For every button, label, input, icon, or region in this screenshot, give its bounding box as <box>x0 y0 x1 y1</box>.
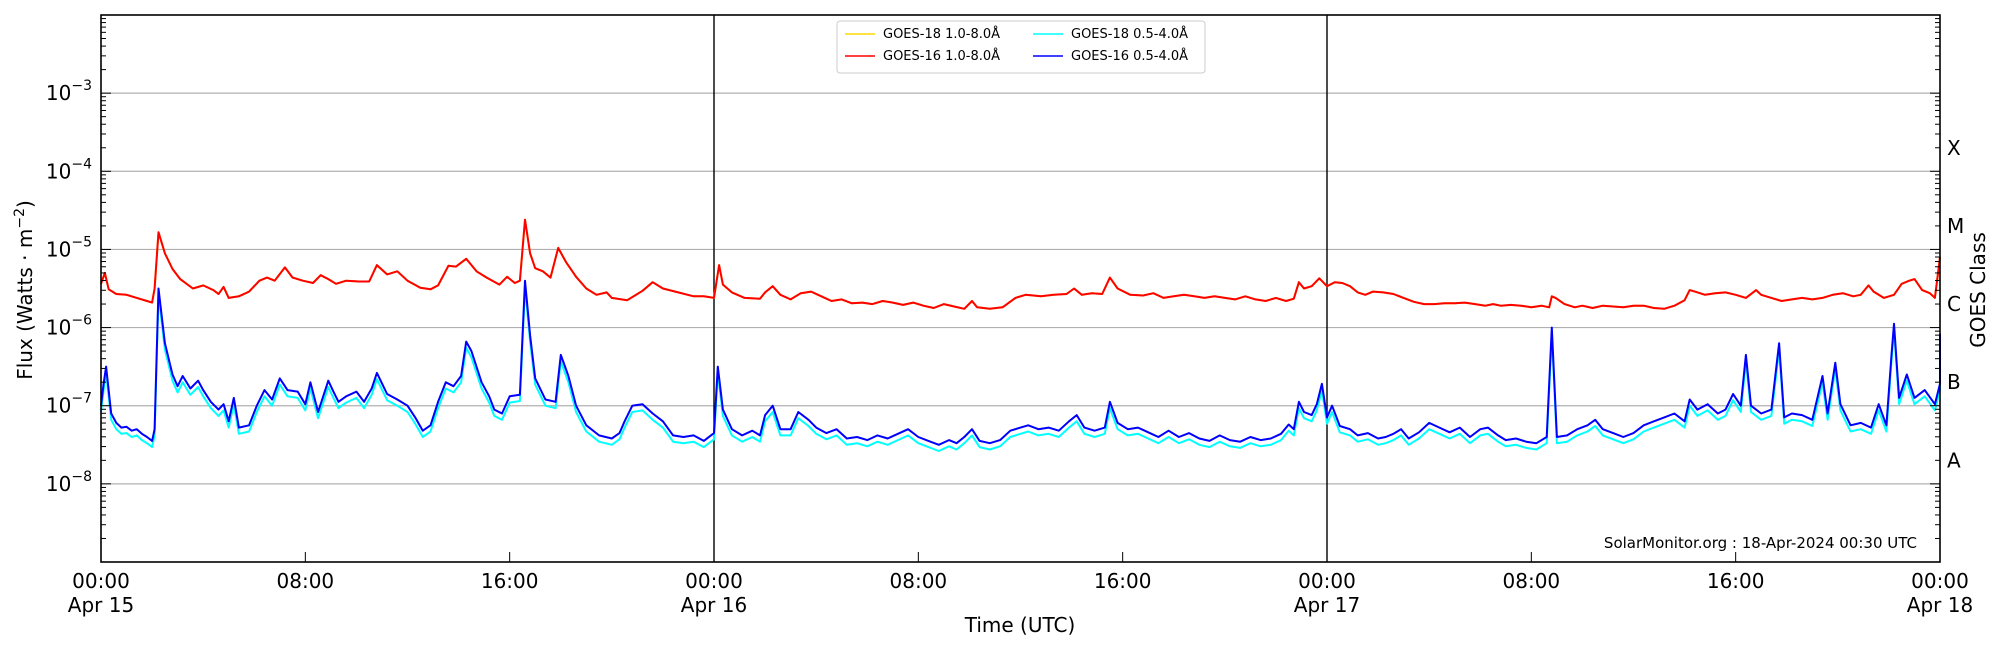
x-tick-time: 00:00 <box>72 569 130 593</box>
y-tick-label: 10−5 <box>46 234 92 261</box>
source-annotation: SolarMonitor.org : 18-Apr-2024 00:30 UTC <box>1604 534 1917 552</box>
x-tick-date: Apr 18 <box>1907 593 1973 617</box>
grid-lines <box>101 92 1940 485</box>
plot-frame <box>100 14 1941 563</box>
x-tick-time: 00:00 <box>1298 569 1356 593</box>
goes-class-b: B <box>1947 370 1961 394</box>
y-tick-label: 10−3 <box>46 78 92 105</box>
x-tick-time: 16:00 <box>481 569 539 593</box>
x-tick-date: Apr 15 <box>68 593 134 617</box>
x-tick-time: 00:00 <box>685 569 743 593</box>
series-goes-18-0-5-4-0- <box>100 285 1941 452</box>
x-tick-time: 08:00 <box>1503 569 1561 593</box>
y-axis-right-title: GOES Class <box>1966 232 1990 348</box>
goes-class-c: C <box>1947 292 1961 316</box>
y-tick-label: 10−4 <box>46 156 92 183</box>
x-tick-time: 00:00 <box>1911 569 1969 593</box>
series-goes-16-1-0-8-0- <box>100 218 1941 310</box>
day-divider-lines <box>713 15 1328 562</box>
goes-class-m: M <box>1947 214 1964 238</box>
legend-box <box>836 20 1206 74</box>
legend-label: GOES-18 0.5-4.0Å <box>1071 26 1188 42</box>
x-tick-time: 08:00 <box>277 569 335 593</box>
series-lines <box>100 218 1941 452</box>
y-axis-title: Flux (Watts · m−2) <box>12 200 37 380</box>
x-axis-title: Time (UTC) <box>964 613 1076 637</box>
y-tick-label: 10−6 <box>46 313 92 340</box>
goes-class-x: X <box>1947 136 1961 160</box>
x-tick-date: Apr 17 <box>1294 593 1360 617</box>
legend-label: GOES-18 1.0-8.0Å <box>883 26 1000 42</box>
x-tick-time: 16:00 <box>1094 569 1152 593</box>
y-axis-ticks: 10−3 10−4 10−5 10−6 10−7 10−8 <box>46 18 1940 563</box>
legend-label: GOES-16 0.5-4.0Å <box>1071 48 1188 64</box>
series-goes-16-0-5-4-0- <box>100 279 1941 446</box>
x-tick-date: Apr 16 <box>681 593 747 617</box>
y-tick-label: 10−7 <box>46 391 92 418</box>
x-tick-time: 08:00 <box>890 569 948 593</box>
y-tick-label: 10−8 <box>46 469 92 496</box>
legend: GOES-18 1.0-8.0Å GOES-18 0.5-4.0Å GOES-16 … <box>836 20 1206 74</box>
x-tick-time: 16:00 <box>1707 569 1765 593</box>
goes-class-labels: X M C B A <box>1947 136 1964 473</box>
legend-label: GOES-16 1.0-8.0Å <box>883 48 1000 64</box>
goes-class-a: A <box>1947 448 1961 472</box>
